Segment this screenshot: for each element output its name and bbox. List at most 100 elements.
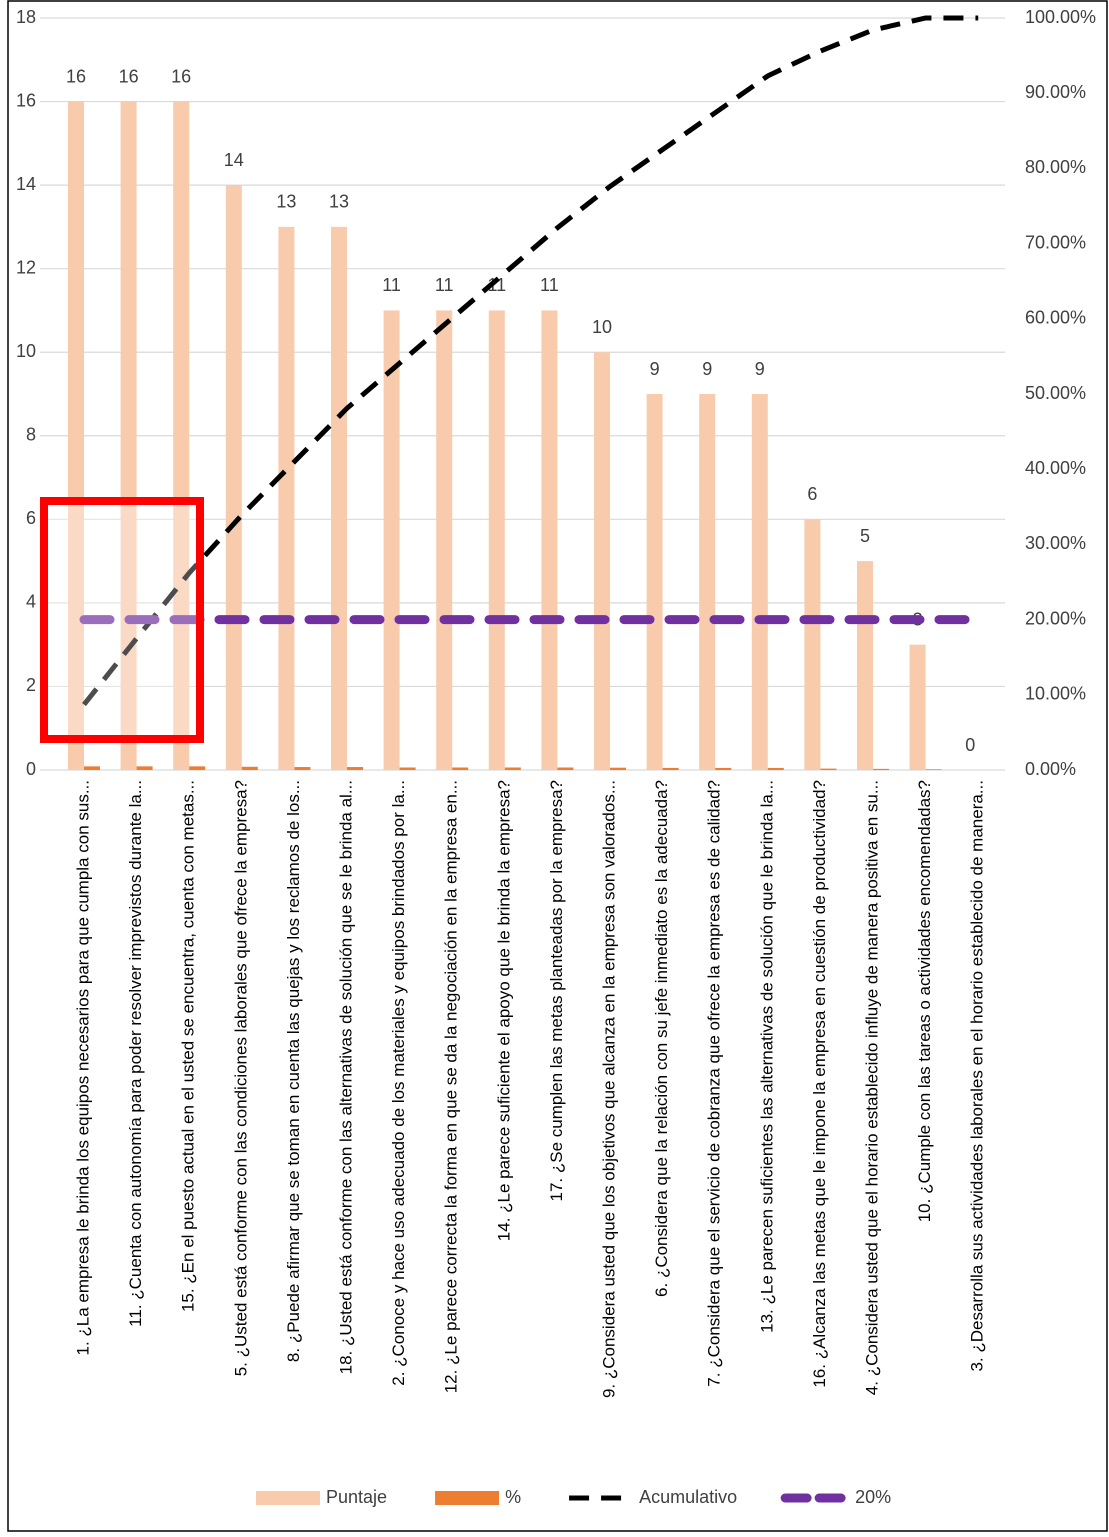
bar: [68, 101, 84, 771]
y2-tick-label: 50.00%: [1025, 383, 1086, 403]
x-tick-label: 9. ¿Considera usted que los objetivos qu…: [599, 780, 618, 1398]
data-label: 11: [382, 275, 401, 295]
y2-tick-label: 40.00%: [1025, 458, 1086, 478]
bar: [925, 769, 942, 770]
legend-label: 20%: [855, 1487, 891, 1507]
x-tick-label: 8. ¿Puede afirmar que se toman en cuenta…: [284, 780, 303, 1362]
y-tick-label: 4: [26, 592, 36, 612]
bar: [820, 768, 837, 770]
x-tick-label: 10. ¿Cumple con las tareas o actividades…: [915, 780, 934, 1222]
bar: [541, 310, 558, 770]
data-label: 13: [329, 192, 349, 212]
x-tick-label: 14. ¿Le parece suficiente el apoyo que l…: [494, 780, 513, 1241]
x-tick-label: 18. ¿Usted está conforme con las alterna…: [336, 780, 355, 1374]
x-tick-label: 13. ¿Le parecen suficientes las alternat…: [757, 780, 776, 1333]
bar: [594, 352, 610, 770]
x-tick-label: 2. ¿Conoce y hace uso adecuado de los ma…: [389, 780, 408, 1386]
bar: [383, 310, 400, 770]
y-tick-label: 8: [26, 425, 36, 445]
bar: [488, 310, 505, 770]
y2-tick-label: 60.00%: [1025, 308, 1086, 328]
data-label: 10: [592, 317, 612, 337]
legend-swatch: [256, 1491, 320, 1505]
bar: [504, 767, 521, 770]
bar: [84, 766, 100, 770]
data-label: 9: [650, 359, 660, 379]
y-tick-label: 2: [26, 675, 36, 695]
x-tick-label: 3. ¿Desarrolla sus actividades laborales…: [968, 780, 987, 1372]
data-label: 11: [435, 275, 454, 295]
bar: [241, 766, 258, 770]
x-tick-label: 5. ¿Usted está conforme con las condicio…: [231, 780, 250, 1376]
x-tick-label: 7. ¿Considera que el servicio de cobranz…: [705, 780, 724, 1387]
x-tick-label: 1. ¿La empresa le brinda los equipos nec…: [73, 780, 92, 1356]
bar: [662, 767, 679, 770]
x-tick-label: 17. ¿Se cumplen las metas planteadas por…: [547, 780, 566, 1201]
legend-item: %: [435, 1487, 521, 1507]
x-tick-label: 11. ¿Cuenta con autonomía para poder res…: [126, 780, 145, 1327]
legend-item: 20%: [780, 1487, 891, 1507]
x-tick-label: 16. ¿Alcanza las metas que le impone la …: [810, 780, 829, 1388]
data-label: 16: [119, 66, 139, 86]
bar: [610, 767, 626, 770]
y2-tick-label: 20.00%: [1025, 608, 1086, 628]
bar: [331, 226, 347, 770]
data-label: 16: [171, 66, 191, 86]
data-label: 9: [755, 359, 765, 379]
x-tick-label: 6. ¿Considera que la relación con su jef…: [652, 780, 671, 1297]
legend-item: Puntaje: [256, 1487, 387, 1507]
data-label: 11: [540, 275, 559, 295]
y-tick-label: 0: [26, 759, 36, 779]
y-tick-label: 14: [16, 174, 36, 194]
bar: [120, 101, 137, 771]
y2-tick-label: 90.00%: [1025, 82, 1086, 102]
y-tick-label: 16: [16, 90, 36, 110]
bar: [873, 768, 889, 770]
data-label: 0: [965, 735, 975, 755]
data-label: 5: [860, 526, 870, 546]
bar: [857, 561, 873, 770]
y2-tick-label: 0.00%: [1025, 759, 1076, 779]
x-tick-label: 12. ¿Le parece correcta la forma en que …: [442, 780, 461, 1393]
bar: [715, 767, 732, 770]
legend-label: %: [505, 1487, 521, 1507]
data-label: 11: [487, 275, 506, 295]
y2-tick-label: 10.00%: [1025, 684, 1086, 704]
bar: [347, 767, 363, 770]
bar: [767, 767, 784, 770]
data-label: 13: [276, 192, 296, 212]
y-tick-label: 12: [16, 257, 36, 277]
line: [82, 15, 979, 707]
highlight-box: [40, 497, 204, 743]
y-tick-label: 6: [26, 508, 36, 528]
bar: [804, 519, 821, 770]
bar: [136, 766, 153, 770]
bar: [699, 394, 716, 770]
y-tick-label: 18: [16, 7, 36, 27]
y-tick-label: 10: [16, 341, 36, 361]
data-label: 9: [702, 359, 712, 379]
y2-tick-label: 70.00%: [1025, 232, 1086, 252]
bar: [399, 767, 416, 770]
bar: [294, 767, 311, 770]
bar: [173, 101, 190, 771]
legend-label: Acumulativo: [639, 1487, 737, 1507]
y2-tick-label: 80.00%: [1025, 157, 1086, 177]
legend-label: Puntaje: [326, 1487, 387, 1507]
bar: [646, 394, 663, 770]
bar: [225, 185, 242, 771]
bar: [909, 644, 926, 770]
data-label: 16: [66, 66, 86, 86]
legend-item: Acumulativo: [569, 1487, 737, 1507]
bar: [189, 766, 206, 770]
y2-tick-label: 100.00%: [1025, 7, 1096, 27]
bar: [557, 767, 574, 770]
bar: [278, 226, 295, 770]
legend-swatch: [435, 1491, 500, 1505]
x-tick-label: 15. ¿En el puesto actual en el usted se …: [179, 780, 198, 1312]
x-tick-label: 4. ¿Considera usted que el horario estab…: [862, 780, 881, 1395]
bar: [452, 767, 469, 770]
bar: [751, 394, 768, 770]
bar: [436, 310, 453, 770]
